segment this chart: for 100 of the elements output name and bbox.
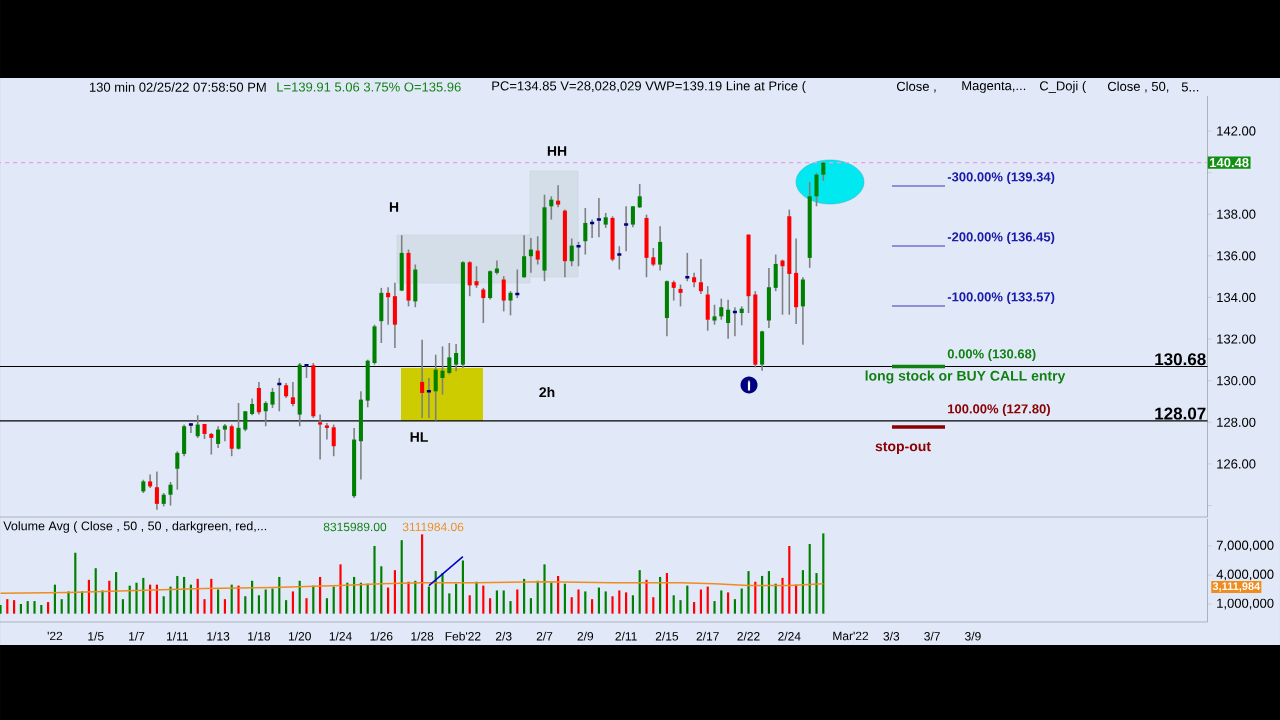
candlestick [270,387,275,409]
annotation: 3111984.06 [402,522,464,532]
annotation: HH [547,146,567,156]
bar [672,595,675,614]
annotation: 0.00% (130.68) [947,348,1036,362]
y-tick-label: 134.00 [1217,292,1256,303]
candlestick [236,402,241,451]
x-tick-label: 2/9 [577,631,594,641]
bar [529,598,532,614]
candlestick [324,422,329,441]
text: Close , [896,81,936,93]
bar [638,570,641,614]
candlestick [501,275,506,313]
text: 3,111,984 [1212,582,1261,592]
candlestick [637,183,642,209]
annotation: HL [410,432,428,442]
bar [176,575,179,614]
bar [60,599,63,614]
bar [47,602,50,614]
candlestick [454,343,459,373]
x-tick-label: 1/20 [288,631,311,641]
annotation: stop-out [875,441,931,454]
candlestick [229,423,234,458]
y-tick-label: 4,000,000 [1216,569,1274,581]
bar [747,571,750,614]
x-tick-label: 3/9 [965,631,981,641]
x-tick-label: 3/7 [924,631,940,641]
x-tick-label: 1/7 [129,631,145,641]
candlestick [195,414,200,439]
candlestick [447,342,452,376]
x-tick-label: 2/22 [737,631,760,641]
candlestick [168,481,173,507]
bar [142,577,145,614]
bar [264,589,267,614]
bar [67,591,70,614]
candlestick [535,235,540,266]
candlestick [678,283,683,308]
bar [720,590,723,614]
bar [781,577,784,614]
candlestick [630,205,635,229]
x-tick-label: 2/7 [536,631,553,641]
annotation: -200.00% (136.45) [947,231,1055,245]
candlestick [154,470,159,511]
candlestick [698,258,703,295]
bar [94,568,97,614]
bar [33,601,36,614]
bar [489,598,492,614]
bar [665,573,668,614]
candlestick [243,410,248,433]
bar [761,575,764,614]
bar [121,599,124,614]
candlestick [569,237,574,268]
bar [325,598,328,614]
x-tick-label: 1/5 [88,631,104,641]
bar [727,592,730,614]
candlestick [556,184,561,209]
candlestick [440,345,445,396]
bar [380,566,383,614]
bar [285,600,288,614]
candlestick [481,287,486,324]
candlestick [583,207,588,256]
x-tick-label: 1/28 [411,631,434,641]
annotation: H [389,202,399,212]
x-tick-label: 2/3 [495,631,512,641]
bar [563,583,566,614]
bar [13,600,16,614]
bar [550,582,553,614]
bar [135,582,138,614]
bar [332,586,335,614]
candlestick [814,172,819,208]
ref-line-label: 128.07 [1155,407,1206,420]
candlestick [420,338,425,419]
bar [346,582,349,614]
bar [652,597,655,614]
bar [570,597,573,614]
bar [203,599,206,614]
bar [686,585,689,614]
y-tick-label: 138.00 [1217,209,1256,219]
annotation: -100.00% (133.57) [947,291,1055,305]
bar [441,573,444,614]
candlestick [821,161,826,182]
bar [448,593,451,614]
candlestick [773,253,778,292]
candlestick [433,353,438,422]
candlestick [209,432,214,456]
bar [822,533,825,614]
bar [706,586,709,614]
bar [305,598,308,614]
candlestick [331,423,336,458]
text: PC=134.85 V=28,028,029 VWP=139.19 Line at Price ( [492,80,806,94]
bar [699,589,702,614]
bar [421,534,424,614]
chart-subtitle: L=139.91 5.06 3.75% O=135.96 [277,82,461,92]
x-tick-label: Feb'22 [445,631,481,641]
bar [679,600,682,614]
candlestick [175,450,180,491]
text: Magenta,... [962,81,1026,93]
bar [19,604,22,614]
bar [815,573,818,614]
candlestick [726,298,731,340]
